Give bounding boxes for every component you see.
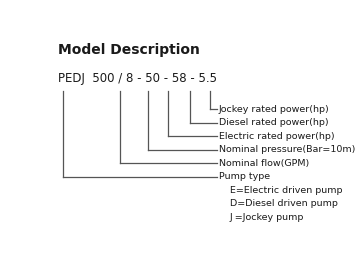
- Text: Electric rated power(hp): Electric rated power(hp): [219, 132, 334, 141]
- Text: J =Jockey pump: J =Jockey pump: [230, 213, 304, 222]
- Text: Jockey rated power(hp): Jockey rated power(hp): [219, 105, 329, 114]
- Text: Diesel rated power(hp): Diesel rated power(hp): [219, 118, 328, 127]
- Text: Nominal pressure(Bar=10m): Nominal pressure(Bar=10m): [219, 145, 355, 154]
- Text: Model Description: Model Description: [58, 43, 199, 57]
- Text: D=Diesel driven pump: D=Diesel driven pump: [230, 200, 338, 208]
- Text: Nominal flow(GPM): Nominal flow(GPM): [219, 159, 309, 168]
- Text: E=Electric driven pump: E=Electric driven pump: [230, 186, 342, 195]
- Text: Pump type: Pump type: [219, 172, 270, 181]
- Text: PEDJ  500 / 8 - 50 - 58 - 5.5: PEDJ 500 / 8 - 50 - 58 - 5.5: [58, 72, 217, 85]
